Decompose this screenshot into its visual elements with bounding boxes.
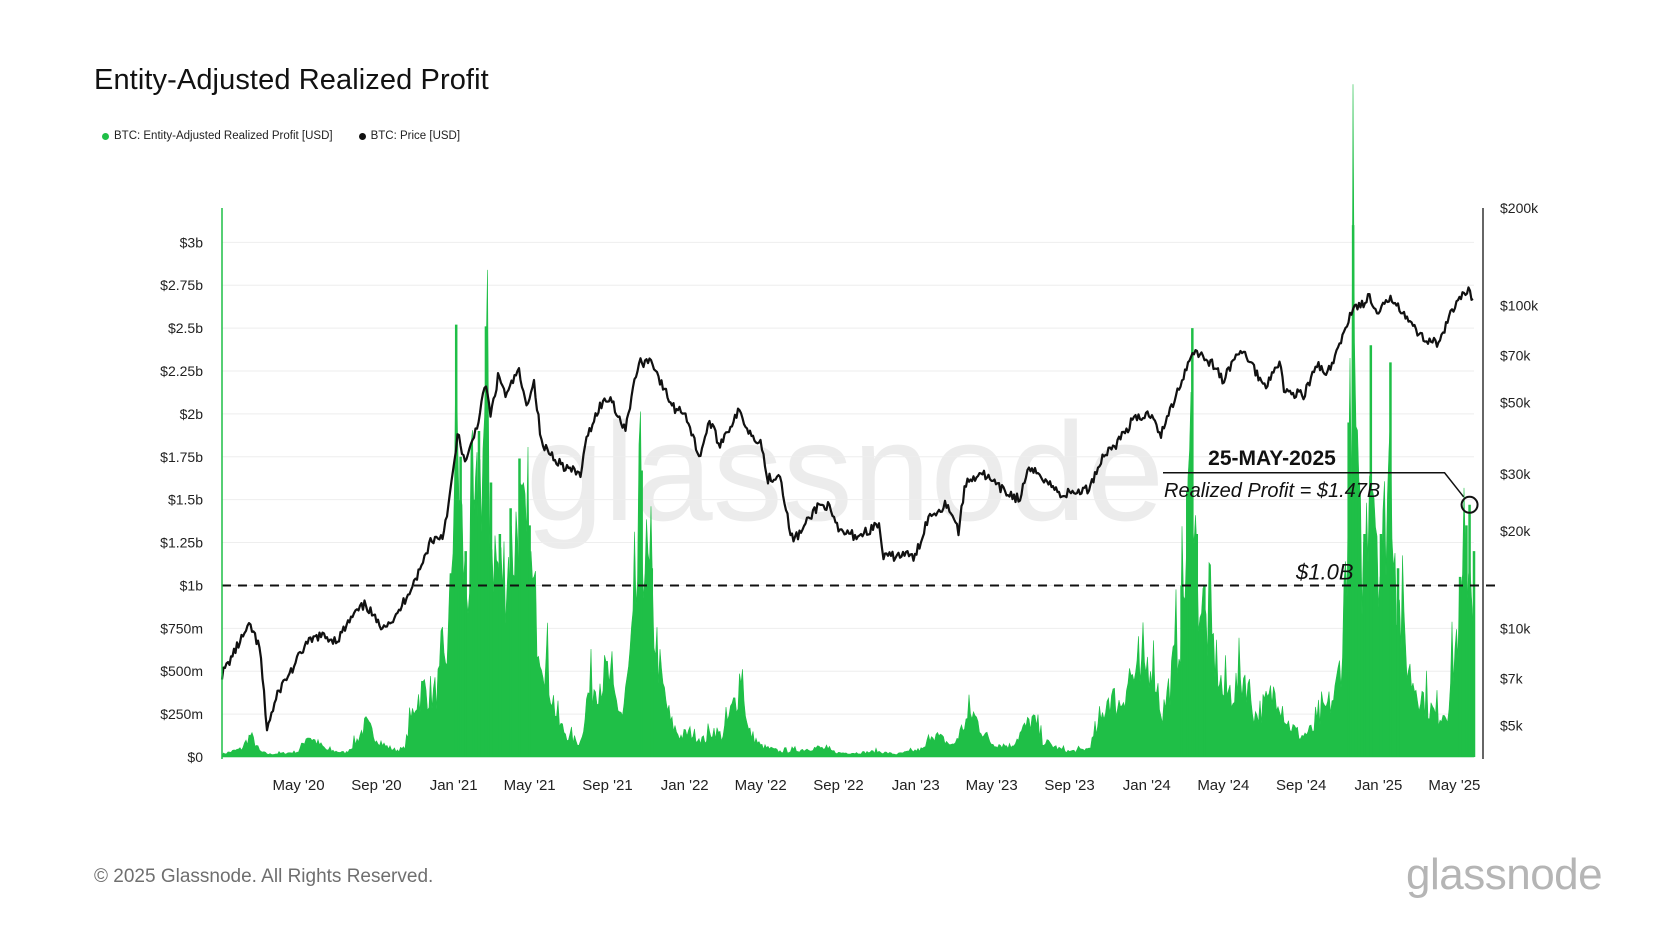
y-right-tick-label: $30k bbox=[1500, 466, 1531, 482]
y-left-tick-label: $1.25b bbox=[160, 535, 203, 551]
y-left-tick-label: $1b bbox=[180, 577, 204, 593]
y-left-tick-label: $250m bbox=[160, 706, 203, 722]
y-right-tick-label: $200k bbox=[1500, 200, 1539, 216]
y-left-tick-label: $2.75b bbox=[160, 277, 203, 293]
x-tick-label: Sep '24 bbox=[1276, 777, 1326, 794]
annotation-marker bbox=[1460, 495, 1479, 514]
annotation-text: Realized Profit = $1.47B bbox=[1164, 480, 1380, 502]
legend-dot-realized-profit bbox=[102, 132, 109, 140]
y-right-tick-label: $50k bbox=[1500, 395, 1531, 411]
y-right-tick-label: $5k bbox=[1500, 718, 1524, 734]
reference-line-label: $1.0B bbox=[1295, 559, 1354, 584]
y-left-tick-label: $0 bbox=[187, 749, 203, 765]
x-tick-label: May '20 bbox=[273, 777, 325, 794]
legend-item-price[interactable]: BTC: Price [USD] bbox=[358, 130, 461, 142]
x-tick-label: May '23 bbox=[966, 777, 1018, 794]
legend-label-price: BTC: Price [USD] bbox=[370, 130, 461, 142]
x-tick-label: Jan '24 bbox=[1123, 777, 1171, 794]
x-tick-label: May '25 bbox=[1428, 777, 1480, 794]
x-tick-label: Sep '21 bbox=[582, 777, 632, 794]
x-tick-label: Sep '20 bbox=[351, 777, 401, 794]
y-right-tick-label: $7k bbox=[1500, 670, 1524, 686]
copyright-footer: © 2025 Glassnode. All Rights Reserved. bbox=[94, 866, 434, 887]
x-tick-label: May '21 bbox=[504, 777, 556, 794]
legend: BTC: Entity-Adjusted Realized Profit [US… bbox=[102, 130, 460, 142]
annotation-leader-line bbox=[1163, 472, 1465, 498]
x-tick-label: Jan '25 bbox=[1354, 777, 1402, 794]
x-tick-label: Jan '23 bbox=[892, 777, 940, 794]
y-left-tick-label: $1.5b bbox=[168, 492, 203, 508]
y-left-tick-label: $1.75b bbox=[160, 449, 203, 465]
x-tick-label: Sep '23 bbox=[1044, 777, 1094, 794]
y-left-tick-label: $750m bbox=[160, 620, 203, 636]
y-left-tick-label: $500m bbox=[160, 663, 203, 679]
y-left-tick-label: $2.5b bbox=[168, 320, 203, 336]
x-tick-label: Jan '22 bbox=[661, 777, 709, 794]
btc-price-line bbox=[220, 286, 1474, 732]
y-left-tick-label: $3b bbox=[180, 234, 204, 250]
y-right-tick-label: $10k bbox=[1500, 620, 1531, 636]
x-tick-label: May '22 bbox=[735, 777, 787, 794]
y-left-tick-label: $2b bbox=[180, 406, 204, 422]
chart-title: Entity-Adjusted Realized Profit bbox=[94, 64, 489, 96]
legend-dot-price bbox=[358, 132, 366, 140]
y-right-tick-label: $20k bbox=[1500, 523, 1531, 539]
watermark-text: glassnode bbox=[526, 393, 1164, 550]
glassnode-logo: glassnode bbox=[1406, 850, 1603, 899]
y-right-tick-label: $100k bbox=[1500, 297, 1539, 313]
x-tick-label: Jan '21 bbox=[430, 777, 478, 794]
x-tick-label: Sep '22 bbox=[813, 777, 863, 794]
y-left-tick-label: $2.25b bbox=[160, 363, 203, 379]
x-tick-label: May '24 bbox=[1197, 777, 1249, 794]
legend-label-realized-profit: BTC: Entity-Adjusted Realized Profit [US… bbox=[114, 130, 333, 142]
realized-profit-area bbox=[221, 84, 1475, 758]
annotation-date: 25-MAY-2025 bbox=[1208, 447, 1336, 470]
y-right-tick-label: $70k bbox=[1500, 347, 1531, 363]
legend-item-realized-profit[interactable]: BTC: Entity-Adjusted Realized Profit [US… bbox=[102, 130, 333, 142]
